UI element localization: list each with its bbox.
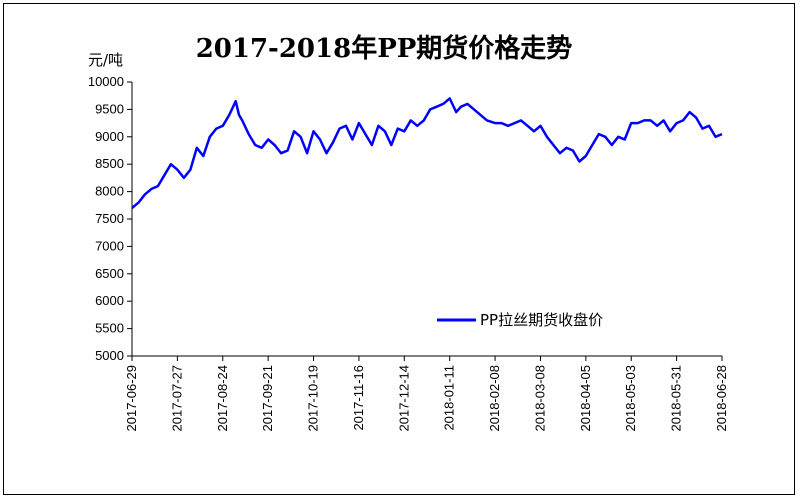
x-tick-label: 2018-03-08 (532, 365, 547, 432)
y-tick-label: 5500 (95, 321, 124, 336)
x-tick-label: 2017-10-19 (306, 365, 321, 432)
y-tick-label: 10000 (88, 74, 124, 89)
y-tick-label: 8000 (95, 184, 124, 199)
x-tick-label: 2017-08-24 (215, 365, 230, 432)
x-tick-label: 2017-09-21 (260, 365, 275, 432)
y-axis-unit-label: 元/吨 (88, 51, 123, 69)
line-chart: 2017-2018年PP期货价格走势 元/吨 5000 5500 6000 6500 7… (88, 33, 729, 432)
y-tick-label: 9500 (95, 101, 124, 116)
chart-frame: 2017-2018年PP期货价格走势 元/吨 5000 5500 6000 6500 7… (3, 3, 795, 495)
legend: PP拉丝期货收盘价 (437, 311, 603, 329)
x-tick-label: 2017-06-29 (124, 365, 139, 432)
y-tick-label: 9000 (95, 129, 124, 144)
x-tick-label: 2018-05-03 (623, 365, 638, 432)
series-group (131, 97, 723, 209)
y-tick-label: 8500 (95, 156, 124, 171)
y-tick-label: 7500 (95, 211, 124, 226)
y-tick-label: 6500 (95, 266, 124, 281)
x-tick-label: 2017-11-16 (351, 365, 366, 431)
y-tick-label: 7000 (95, 238, 124, 253)
chart-title: 2017-2018年PP期货价格走势 (196, 33, 573, 64)
x-tick-label: 2018-01-11 (442, 365, 457, 431)
y-tick-label: 5000 (95, 348, 124, 363)
legend-label: PP拉丝期货收盘价 (480, 311, 603, 329)
x-tick-label: 2018-06-28 (714, 365, 729, 432)
x-tick-label: 2018-02-08 (487, 365, 502, 432)
x-tick-label: 2018-05-31 (669, 365, 684, 432)
x-tick-label: 2017-12-14 (396, 365, 411, 432)
y-tick-label: 6000 (95, 293, 124, 308)
x-axis: 2017-06-29 2017-07-27 2017-08-24 2017-09-21… (124, 355, 729, 432)
series-line (131, 97, 723, 209)
x-tick-label: 2017-07-27 (169, 365, 184, 432)
y-axis: 5000 5500 6000 6500 7000 7500 8000 8500 9000 9500… (88, 74, 133, 363)
x-tick-label: 2018-04-05 (578, 365, 593, 432)
